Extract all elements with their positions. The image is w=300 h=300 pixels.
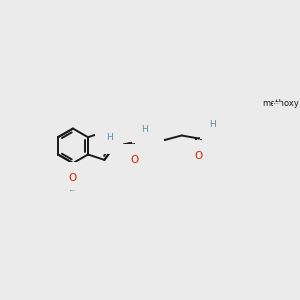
Text: N: N: [213, 125, 221, 135]
Text: O: O: [194, 151, 203, 161]
Text: O: O: [262, 103, 270, 113]
Text: H: H: [209, 121, 216, 130]
Text: N: N: [146, 130, 153, 140]
Text: O: O: [69, 173, 77, 183]
Text: H: H: [142, 125, 148, 134]
Text: O: O: [130, 155, 139, 165]
Text: methoxy: methoxy: [262, 99, 299, 108]
Text: methoxy: methoxy: [70, 190, 76, 191]
Text: N: N: [105, 134, 113, 143]
Text: methoxy: methoxy: [274, 103, 280, 104]
Text: H: H: [106, 134, 113, 142]
